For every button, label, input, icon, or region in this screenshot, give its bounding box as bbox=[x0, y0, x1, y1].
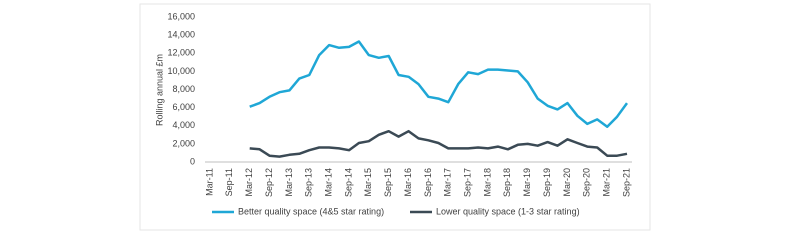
x-tick-label: Sep-15 bbox=[383, 168, 393, 197]
y-tick-label: 14,000 bbox=[167, 30, 195, 40]
x-tick-label: Mar-13 bbox=[284, 168, 294, 197]
legend-label: Better quality space (4&5 star rating) bbox=[238, 206, 384, 216]
y-tick-label: 6,000 bbox=[172, 102, 195, 112]
x-tick-label: Sep-17 bbox=[463, 168, 473, 197]
chart-frame bbox=[139, 3, 651, 231]
x-tick-label: Sep-19 bbox=[542, 168, 552, 197]
x-tick-label: Sep-16 bbox=[423, 168, 433, 197]
y-tick-label: 0 bbox=[190, 156, 195, 166]
y-tick-label: 8,000 bbox=[172, 84, 195, 94]
x-tick-label: Sep-12 bbox=[264, 168, 274, 197]
y-tick-label: 16,000 bbox=[167, 11, 195, 21]
x-tick-label: Mar-16 bbox=[403, 168, 413, 197]
x-tick-label: Mar-15 bbox=[363, 168, 373, 197]
x-tick-label: Mar-17 bbox=[443, 168, 453, 197]
y-tick-label: 10,000 bbox=[167, 66, 195, 76]
series-line bbox=[249, 129, 628, 158]
x-tick-label: Mar-19 bbox=[522, 168, 532, 197]
x-tick-label: Mar-14 bbox=[324, 168, 334, 197]
legend-label: Lower quality space (1-3 star rating) bbox=[436, 206, 580, 216]
chart: Rolling annual £m 0 2,000 4,000 6,000 8,000 1… bbox=[139, 3, 651, 231]
series-line bbox=[249, 40, 629, 128]
x-tick-label: Mar-18 bbox=[482, 168, 492, 197]
y-axis-title: Rolling annual £m bbox=[154, 54, 164, 126]
x-tick-label: Sep-18 bbox=[502, 168, 512, 197]
x-tick-label: Sep-20 bbox=[582, 168, 592, 197]
x-tick-label: Sep-14 bbox=[343, 168, 353, 197]
y-tick-label: 2,000 bbox=[172, 138, 195, 148]
x-tick-label: Sep-11 bbox=[224, 168, 234, 196]
x-tick-label: Mar-20 bbox=[562, 168, 572, 197]
y-tick-label: 12,000 bbox=[167, 48, 195, 58]
y-tick-label: 4,000 bbox=[172, 120, 195, 130]
x-tick-label: Sep-13 bbox=[304, 168, 314, 197]
x-tick-label: Sep-21 bbox=[621, 168, 631, 197]
x-tick-label: Mar-11 bbox=[204, 168, 214, 196]
x-tick-label: Mar-21 bbox=[602, 168, 612, 197]
x-tick-label: Mar-12 bbox=[244, 168, 254, 197]
